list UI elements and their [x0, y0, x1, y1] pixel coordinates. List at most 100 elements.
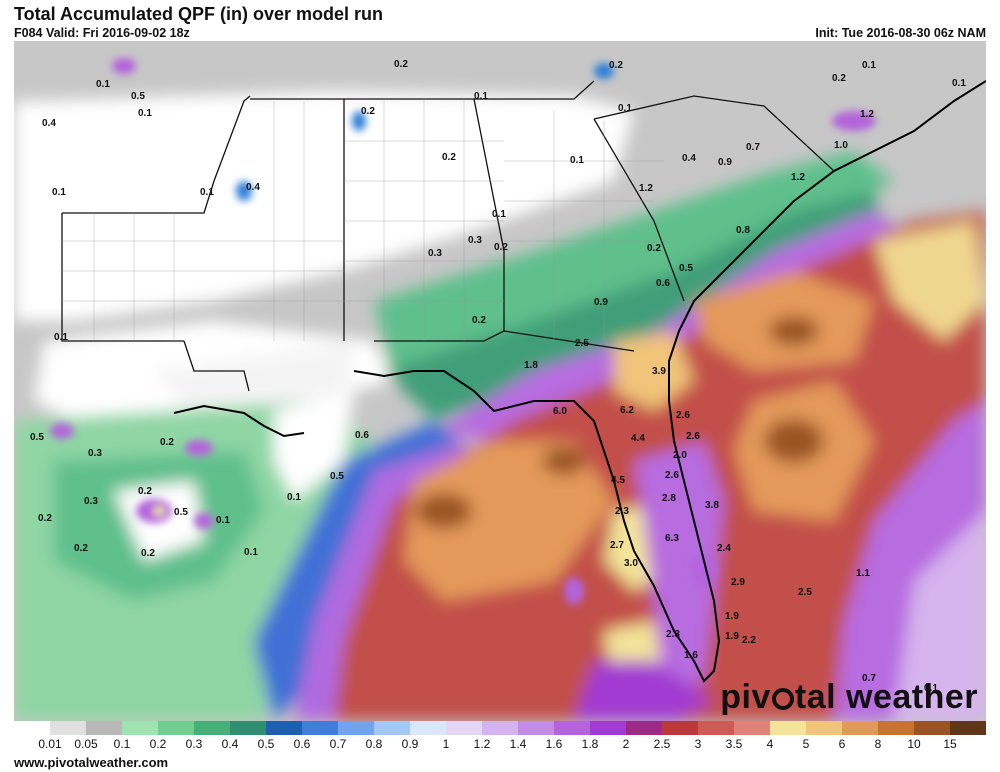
map-label: 1.1 [856, 568, 870, 579]
map-label: 2.4 [717, 543, 731, 554]
map-label: 2.6 [676, 410, 690, 421]
scale-tick-label: 10 [907, 737, 921, 751]
color-swatch [626, 721, 662, 735]
map-label: 2.5 [798, 587, 812, 598]
color-scale [14, 721, 986, 735]
map-label: 1.2 [860, 109, 874, 120]
map-label: 1.8 [524, 360, 538, 371]
brand-pre: piv [720, 678, 771, 716]
map-label: 0.5 [679, 263, 693, 274]
color-swatch [374, 721, 410, 735]
map-label: 1.2 [791, 172, 805, 183]
sun-icon [771, 688, 794, 711]
color-swatch [914, 721, 950, 735]
color-swatch [194, 721, 230, 735]
map-label: 0.2 [361, 106, 375, 117]
map-label: 0.2 [74, 543, 88, 554]
map-label: 0.1 [570, 155, 584, 166]
color-swatch [230, 721, 266, 735]
scale-tick-label: 0.01 [38, 737, 62, 751]
qpf-map-svg: 0.2 0.1 0.1 0.5 0.1 0.4 0.2 0.2 0.1 0.1 … [14, 41, 986, 721]
scale-tick-label: 0.5 [257, 737, 275, 751]
map-label: 2.5 [575, 338, 589, 349]
site-url[interactable]: www.pivotalweather.com [14, 755, 169, 770]
color-swatch [302, 721, 338, 735]
color-swatch [734, 721, 770, 735]
map-label: 0.4 [42, 118, 56, 129]
map-label: 0.1 [492, 209, 506, 220]
map-title: Total Accumulated QPF (in) over model ru… [14, 4, 384, 24]
map-label: 4.5 [611, 475, 625, 486]
scale-tick-label: 2.5 [653, 737, 671, 751]
map-label: 6.2 [620, 405, 634, 416]
map-label: 2.6 [665, 470, 679, 481]
map-label: 0.3 [88, 448, 102, 459]
map-label: 0.4 [682, 153, 696, 164]
color-scale-ticks: 0.01 0.05 0.1 0.2 0.3 0.4 0.5 0.6 0.7 0.8 0.9 1 1.2 1… [14, 737, 986, 753]
color-swatch [446, 721, 482, 735]
map-label: 2.7 [610, 540, 624, 551]
scale-tick-label: 0.3 [185, 737, 203, 751]
precipitation-map: 0.2 0.1 0.1 0.5 0.1 0.4 0.2 0.2 0.1 0.1 … [14, 41, 986, 721]
map-label: 0.6 [656, 278, 670, 289]
map-label: 0.1 [52, 187, 66, 198]
map-label: 0.2 [472, 315, 486, 326]
map-label: 0.7 [862, 673, 876, 684]
coastline [173, 80, 986, 683]
map-label: 2.3 [666, 629, 680, 640]
scale-tick-label: 0.6 [293, 737, 311, 751]
map-label: 0.2 [494, 242, 508, 253]
map-label: 0.4 [246, 182, 260, 193]
map-label: 0.9 [594, 297, 608, 308]
color-swatch [950, 721, 986, 735]
map-label: 0.1 [287, 492, 301, 503]
map-label: 0.1 [618, 103, 632, 114]
map-label: 0.1 [244, 547, 258, 558]
map-label: 0.3 [468, 235, 482, 246]
scale-tick-label: 1 [442, 737, 450, 751]
scale-tick-label: 3.5 [725, 737, 743, 751]
map-label: 0.2 [141, 548, 155, 559]
scale-tick-label: 0.2 [149, 737, 167, 751]
map-label: 0.5 [330, 471, 344, 482]
color-swatch [266, 721, 302, 735]
map-label: 1.0 [834, 140, 848, 151]
scale-tick-label: 15 [943, 737, 957, 751]
value-labels: 0.2 0.1 0.1 0.5 0.1 0.4 0.2 0.2 0.1 0.1 … [30, 59, 966, 694]
map-label: 6.3 [665, 533, 679, 544]
map-label: 0.8 [736, 225, 750, 236]
color-swatch [86, 721, 122, 735]
map-label: 0.5 [174, 507, 188, 518]
map-label: 2.2 [742, 635, 756, 646]
state-borders [61, 80, 835, 392]
color-swatch [698, 721, 734, 735]
color-swatch [806, 721, 842, 735]
map-label: 0.5 [131, 91, 145, 102]
scale-tick-label: 3 [694, 737, 702, 751]
map-label: 0.2 [832, 73, 846, 84]
map-label: 0.1 [216, 515, 230, 526]
color-swatch [842, 721, 878, 735]
color-swatch [14, 721, 50, 735]
scale-tick-label: 1.8 [581, 737, 599, 751]
map-label: 0.5 [30, 432, 44, 443]
map-label: 1.2 [639, 183, 653, 194]
map-label: 0.1 [138, 108, 152, 119]
map-label: 3.8 [705, 500, 719, 511]
color-swatch [770, 721, 806, 735]
scale-tick-label: 2 [622, 737, 630, 751]
map-label: 2.3 [615, 506, 629, 517]
scale-tick-label: 8 [874, 737, 882, 751]
map-label: 0.1 [952, 78, 966, 89]
init-time: Init: Tue 2016-08-30 06z NAM [815, 26, 986, 40]
map-label: 0.1 [474, 91, 488, 102]
map-label: 0.7 [746, 142, 760, 153]
scale-tick-label: 0.1 [113, 737, 131, 751]
map-label: 0.2 [138, 486, 152, 497]
map-label: 0.3 [84, 496, 98, 507]
map-label: 6.0 [553, 406, 567, 417]
map-label: 0.9 [718, 157, 732, 168]
map-label: 1.9 [725, 631, 739, 642]
color-swatch [878, 721, 914, 735]
county-lines [62, 99, 674, 341]
